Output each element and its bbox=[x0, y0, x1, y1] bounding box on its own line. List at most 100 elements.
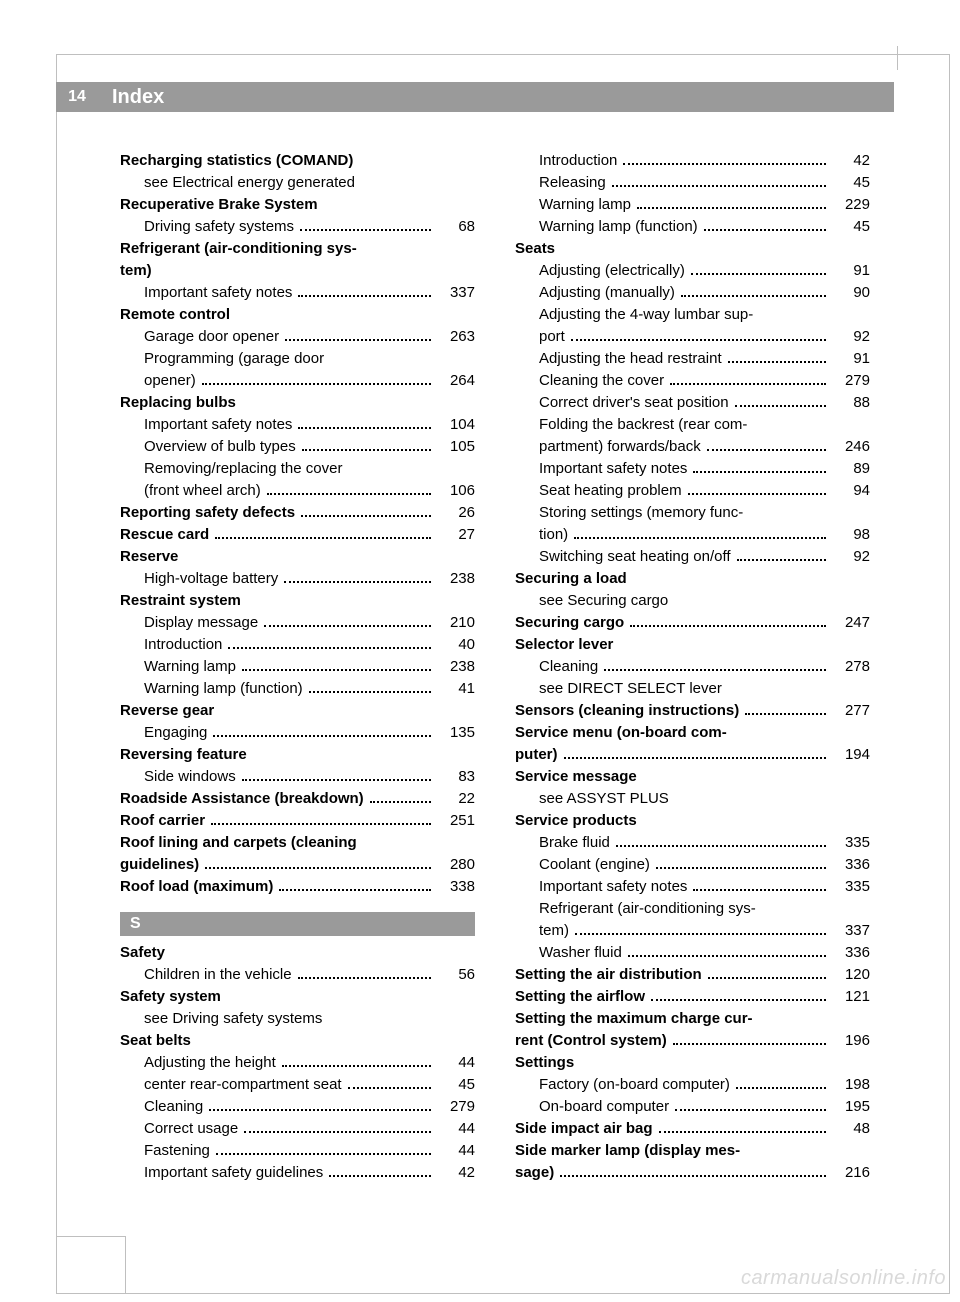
index-entry: Settings bbox=[515, 1052, 870, 1074]
index-entry-label: High-voltage battery bbox=[144, 568, 278, 590]
leader-dots bbox=[623, 163, 826, 165]
leader-dots bbox=[309, 691, 431, 693]
index-entry-label: Adjusting the 4-way lumbar sup- bbox=[539, 304, 753, 326]
index-entry: Coolant (engine) 336 bbox=[515, 854, 870, 876]
crop-mark bbox=[56, 1236, 126, 1294]
index-entry: see Securing cargo bbox=[515, 590, 870, 612]
index-entry: Remote control bbox=[120, 304, 475, 326]
index-entry-page: 264 bbox=[437, 370, 475, 392]
index-entry-page: 44 bbox=[437, 1140, 475, 1162]
index-entry: see Electrical energy generated bbox=[120, 172, 475, 194]
index-entry-label: Adjusting the head restraint bbox=[539, 348, 722, 370]
index-entry: Garage door opener263 bbox=[120, 326, 475, 348]
index-entry-page: 279 bbox=[832, 370, 870, 392]
index-entry-label: Releasing bbox=[539, 172, 606, 194]
index-entry: puter)194 bbox=[515, 744, 870, 766]
leader-dots bbox=[228, 647, 431, 649]
index-entry-label: Rescue card bbox=[120, 524, 209, 546]
index-entry-label: Reporting safety defects bbox=[120, 502, 295, 524]
leader-dots bbox=[612, 185, 826, 187]
index-entry: Switching seat heating on/off92 bbox=[515, 546, 870, 568]
index-entry-label: Removing/replacing the cover bbox=[144, 458, 342, 480]
index-entry-label: tem) bbox=[120, 260, 152, 282]
index-entry-label: Service products bbox=[515, 810, 637, 832]
index-entry-page: 94 bbox=[832, 480, 870, 502]
index-entry-label: Setting the airflow bbox=[515, 986, 645, 1008]
leader-dots bbox=[571, 339, 826, 341]
leader-dots bbox=[216, 1153, 431, 1155]
index-entry: Children in the vehicle56 bbox=[120, 964, 475, 986]
index-entry-page: 106 bbox=[437, 480, 475, 502]
index-entry-label: Service menu (on-board com- bbox=[515, 722, 727, 744]
leader-dots bbox=[242, 779, 431, 781]
index-entry-page: 98 bbox=[832, 524, 870, 546]
leader-dots bbox=[670, 383, 826, 385]
index-entry-label: Washer fluid bbox=[539, 942, 622, 964]
index-entry-label: Adjusting (electrically) bbox=[539, 260, 685, 282]
leader-dots bbox=[604, 669, 826, 671]
index-entry: Replacing bulbs bbox=[120, 392, 475, 414]
index-entry-page: 277 bbox=[832, 700, 870, 722]
leader-dots bbox=[264, 625, 431, 627]
index-entry-label: Brake fluid bbox=[539, 832, 610, 854]
index-entry: Refrigerant (air-conditioning sys- bbox=[120, 238, 475, 260]
leader-dots bbox=[745, 713, 826, 715]
index-entry: Restraint system bbox=[120, 590, 475, 612]
leader-dots bbox=[693, 471, 826, 473]
leader-dots bbox=[681, 295, 826, 297]
index-entry-label: sage) bbox=[515, 1162, 554, 1184]
index-entry-label: Programming (garage door bbox=[144, 348, 324, 370]
index-entry-label: Introduction bbox=[144, 634, 222, 656]
leader-dots bbox=[637, 207, 826, 209]
index-entry-page: 41 bbox=[437, 678, 475, 700]
index-entry: Side marker lamp (display mes- bbox=[515, 1140, 870, 1162]
index-entry: Warning lamp229 bbox=[515, 194, 870, 216]
index-entry: Roadside Assistance (breakdown)22 bbox=[120, 788, 475, 810]
index-entry-label: Securing cargo bbox=[515, 612, 624, 634]
index-entry: Seats bbox=[515, 238, 870, 260]
index-entry: Service menu (on-board com- bbox=[515, 722, 870, 744]
index-entry: On-board computer195 bbox=[515, 1096, 870, 1118]
index-entry-label: Fastening bbox=[144, 1140, 210, 1162]
index-entry: Important safety notes337 bbox=[120, 282, 475, 304]
index-entry-label: Roof carrier bbox=[120, 810, 205, 832]
leader-dots bbox=[564, 757, 827, 759]
index-entry: sage)216 bbox=[515, 1162, 870, 1184]
leader-dots bbox=[651, 999, 826, 1001]
index-entry: Warning lamp (function)41 bbox=[120, 678, 475, 700]
index-entry: Display message210 bbox=[120, 612, 475, 634]
leader-dots bbox=[298, 295, 431, 297]
index-entry-label: see DIRECT SELECT lever bbox=[539, 678, 722, 700]
index-entry-page: 27 bbox=[437, 524, 475, 546]
index-entry-label: Coolant (engine) bbox=[539, 854, 650, 876]
index-entry-page: 210 bbox=[437, 612, 475, 634]
index-entry-label: Important safety guidelines bbox=[144, 1162, 323, 1184]
leader-dots bbox=[300, 229, 431, 231]
watermark-text: carmanualsonline.info bbox=[741, 1267, 946, 1290]
index-entry-page: 89 bbox=[832, 458, 870, 480]
index-entry-label: Adjusting the height bbox=[144, 1052, 276, 1074]
index-entry: Sensors (cleaning instructions)277 bbox=[515, 700, 870, 722]
index-entry: Cleaning279 bbox=[120, 1096, 475, 1118]
index-entry: Reserve bbox=[120, 546, 475, 568]
index-entry: Recuperative Brake System bbox=[120, 194, 475, 216]
index-entry-label: Cleaning bbox=[144, 1096, 203, 1118]
index-entry-label: Reversing feature bbox=[120, 744, 247, 766]
index-entry: Warning lamp (function)45 bbox=[515, 216, 870, 238]
leader-dots bbox=[211, 823, 431, 825]
index-entry-page: 45 bbox=[832, 172, 870, 194]
leader-dots bbox=[675, 1109, 826, 1111]
index-entry-label: see ASSYST PLUS bbox=[539, 788, 669, 810]
leader-dots bbox=[693, 889, 826, 891]
index-entry-label: Important safety notes bbox=[144, 282, 292, 304]
leader-dots bbox=[688, 493, 826, 495]
leader-dots bbox=[301, 515, 431, 517]
index-entry: Correct usage44 bbox=[120, 1118, 475, 1140]
leader-dots bbox=[736, 1087, 826, 1089]
index-entry-page: 337 bbox=[832, 920, 870, 942]
index-entry-page: 45 bbox=[832, 216, 870, 238]
index-entry-label: see Electrical energy generated bbox=[144, 172, 355, 194]
index-entry: Seat heating problem94 bbox=[515, 480, 870, 502]
index-entry-page: 104 bbox=[437, 414, 475, 436]
index-entry-page: 336 bbox=[832, 854, 870, 876]
